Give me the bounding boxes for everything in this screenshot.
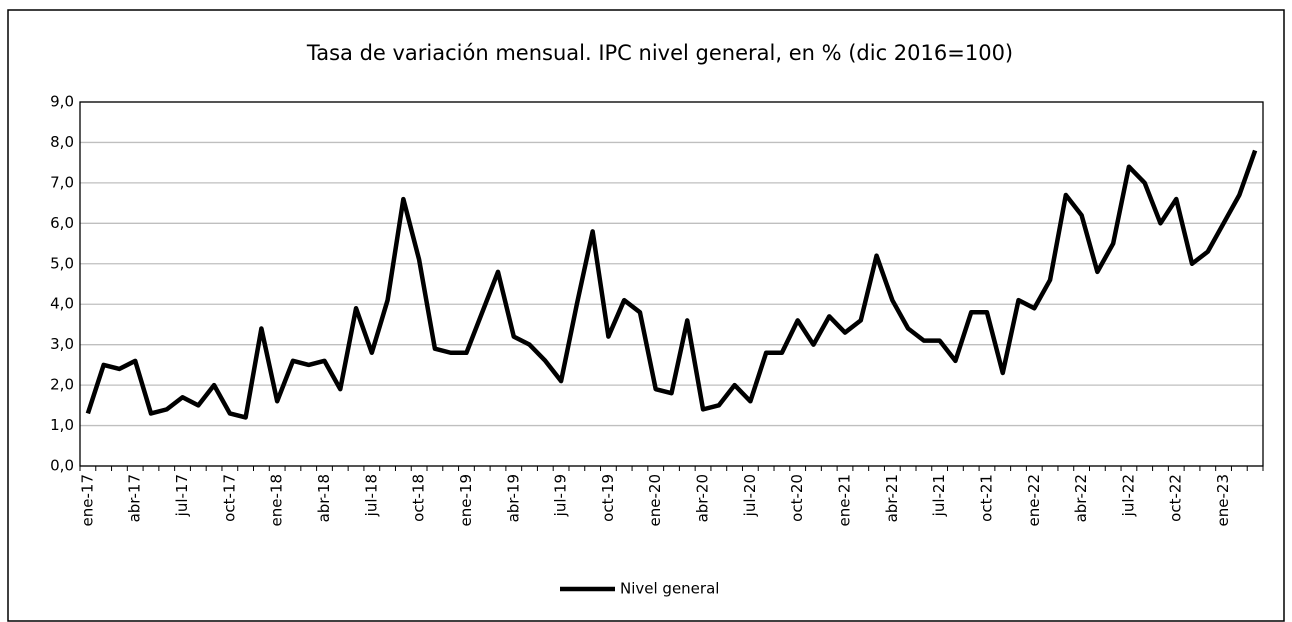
x-tick-label: ene-22	[1025, 474, 1043, 526]
x-tick-label: oct-21	[977, 474, 995, 522]
x-tick-label: abr-19	[504, 474, 522, 522]
chart-border	[7, 9, 1285, 622]
y-tick-label: 6,0	[50, 214, 74, 232]
x-tick-label: jul-18	[362, 474, 380, 517]
x-tick-label: jul-22	[1119, 474, 1137, 517]
y-tick-label: 7,0	[50, 173, 74, 191]
legend-label: Nivel general	[620, 580, 719, 598]
y-tick-label: 0,0	[50, 457, 74, 475]
x-tick-label: jul-21	[930, 474, 948, 517]
y-tick-label: 3,0	[50, 335, 74, 353]
x-tick-label: ene-20	[646, 474, 664, 526]
x-tick-label: abr-21	[883, 474, 901, 522]
x-tick-label: jul-17	[173, 474, 191, 517]
x-tick-label: oct-19	[599, 474, 617, 522]
y-tick-label: 2,0	[50, 376, 74, 394]
x-tick-label: jul-19	[552, 474, 570, 517]
x-tick-label: abr-18	[315, 474, 333, 522]
x-tick-label: jul-20	[741, 474, 759, 517]
y-tick-label: 9,0	[50, 93, 74, 111]
y-tick-label: 4,0	[50, 295, 74, 313]
x-tick-label: abr-20	[694, 474, 712, 522]
plot-frame	[79, 101, 1264, 467]
y-tick-label: 5,0	[50, 254, 74, 272]
chart-title: Tasa de variación mensual. IPC nivel gen…	[306, 41, 1013, 65]
x-tick-label: oct-20	[788, 474, 806, 522]
x-tick-label: oct-22	[1167, 474, 1185, 522]
x-tick-label: ene-19	[457, 474, 475, 526]
y-tick-label: 1,0	[50, 416, 74, 434]
x-tick-label: abr-17	[126, 474, 144, 522]
y-tick-label: 8,0	[50, 133, 74, 151]
x-tick-label: ene-17	[78, 474, 96, 526]
x-tick-label: abr-22	[1072, 474, 1090, 522]
line-series	[85, 149, 1258, 420]
x-tick-label: oct-17	[220, 474, 238, 522]
x-tick-label: ene-23	[1214, 474, 1232, 526]
x-tick-label: oct-18	[410, 474, 428, 522]
x-tick-label: ene-18	[268, 474, 286, 526]
x-tick-label: ene-21	[836, 474, 854, 526]
